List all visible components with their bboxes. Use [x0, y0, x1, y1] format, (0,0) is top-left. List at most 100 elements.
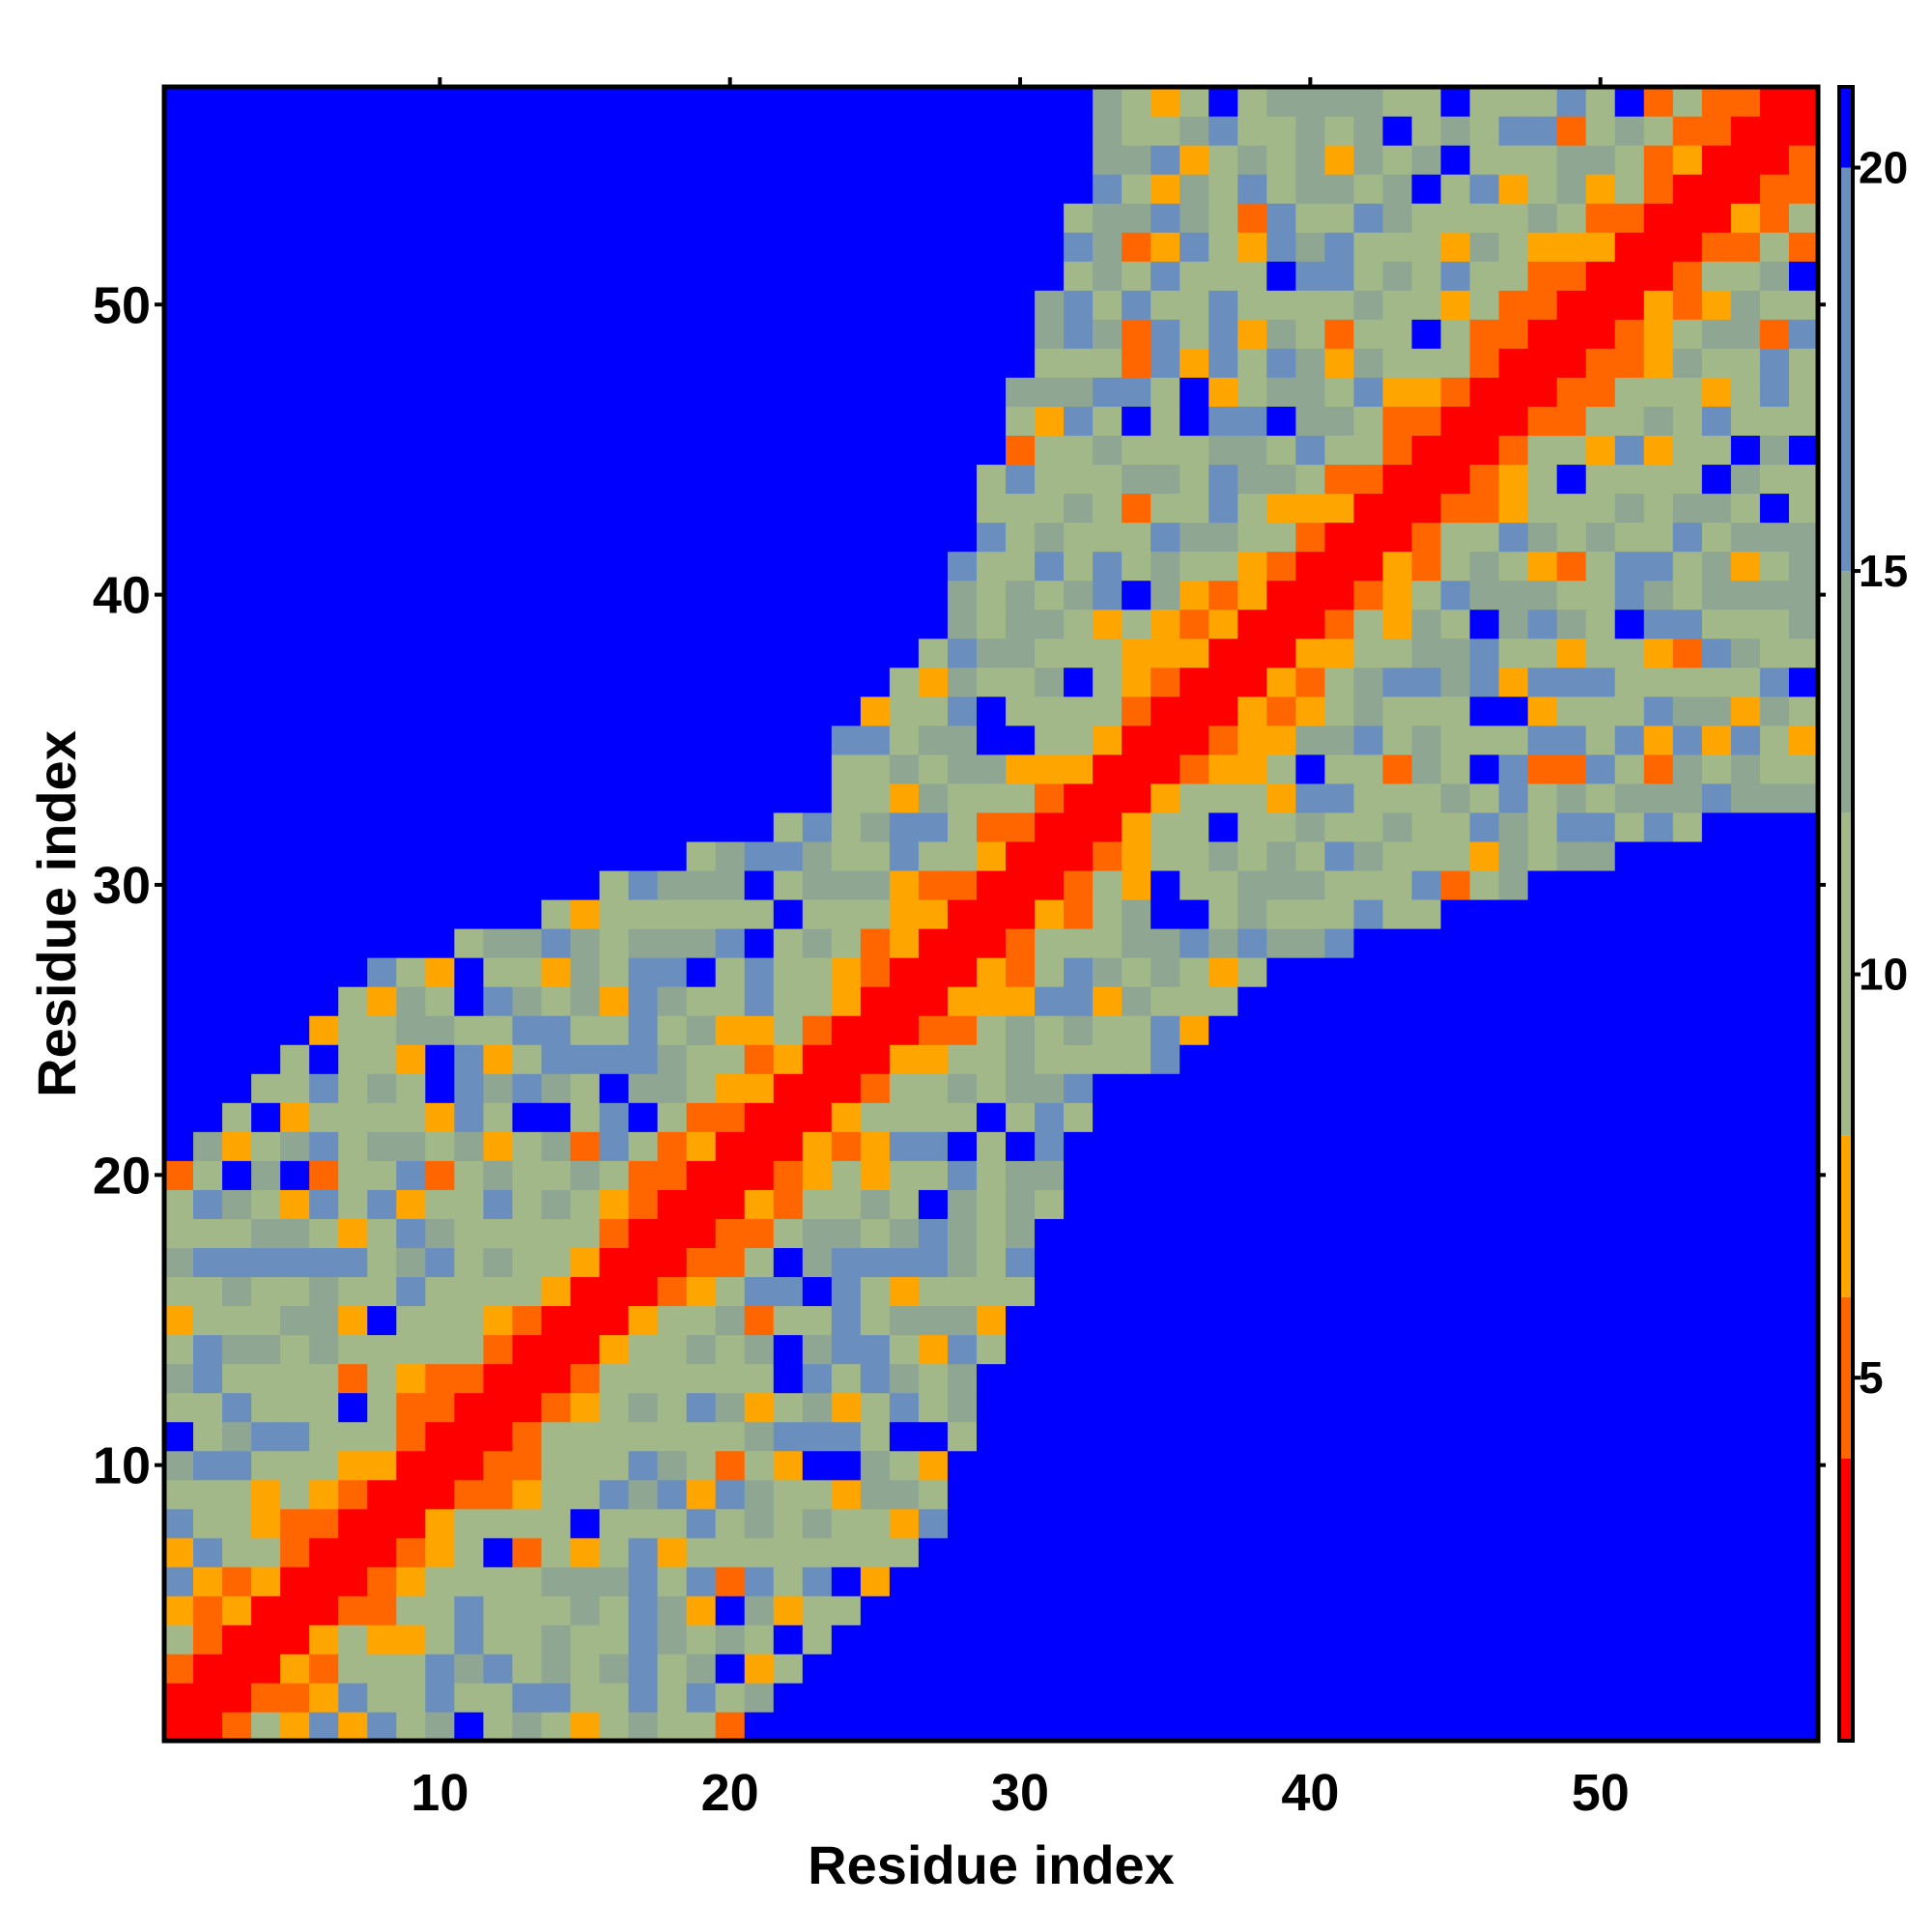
heatmap-cell [1469, 1160, 1500, 1190]
heatmap-cell [1035, 1421, 1065, 1452]
heatmap-cell [1324, 753, 1355, 784]
heatmap-cell [1730, 928, 1761, 958]
heatmap-cell [715, 724, 746, 755]
heatmap-cell [1498, 580, 1529, 611]
heatmap-cell [1151, 1305, 1180, 1336]
heatmap-cell [1585, 1508, 1616, 1539]
heatmap-cell [1730, 869, 1761, 900]
heatmap-cell [1208, 724, 1238, 755]
heatmap-cell [860, 203, 891, 233]
heatmap-cell [889, 348, 920, 378]
heatmap-cell [744, 1624, 775, 1655]
heatmap-cell [1672, 319, 1703, 349]
heatmap-cell [164, 1392, 194, 1423]
heatmap-cell [1788, 957, 1819, 987]
heatmap-cell [1324, 667, 1355, 697]
heatmap-cell [1672, 1015, 1703, 1045]
heatmap-cell [512, 551, 543, 582]
heatmap-cell [1122, 667, 1151, 697]
heatmap-cell [454, 609, 484, 639]
heatmap-cell [976, 1160, 1007, 1190]
heatmap-cell [309, 696, 339, 726]
heatmap-cell [1556, 1015, 1587, 1045]
heatmap-cell [309, 1160, 339, 1190]
heatmap-cell [1237, 724, 1267, 755]
heatmap-cell [483, 1624, 514, 1655]
heatmap-cell [1643, 1189, 1674, 1219]
heatmap-cell [1614, 551, 1645, 582]
heatmap-cell [1208, 1711, 1238, 1742]
heatmap-cell [164, 1102, 194, 1132]
heatmap-cell [831, 667, 862, 697]
heatmap-cell [1382, 1131, 1413, 1161]
heatmap-cell [599, 1015, 630, 1045]
heatmap-cell [483, 1102, 514, 1132]
heatmap-cell [367, 869, 397, 900]
heatmap-cell [193, 782, 223, 813]
heatmap-cell [396, 406, 426, 437]
heatmap-cell [1556, 986, 1587, 1016]
heatmap-cell [1064, 1624, 1094, 1655]
heatmap-cell [1411, 840, 1442, 871]
heatmap-cell [570, 1131, 601, 1161]
heatmap-cell [1614, 1566, 1645, 1597]
heatmap-cell [889, 1711, 920, 1742]
heatmap-cell [1382, 1624, 1413, 1655]
heatmap-cell [1469, 1479, 1500, 1510]
heatmap-cell [309, 116, 339, 146]
heatmap-cell [338, 811, 368, 842]
heatmap-cell [1527, 957, 1558, 987]
heatmap-cell [1064, 782, 1094, 813]
heatmap-cell [628, 464, 659, 495]
heatmap-cell [309, 1131, 339, 1161]
heatmap-cell [222, 957, 252, 987]
heatmap-cell [918, 1682, 949, 1713]
heatmap-cell [1093, 1102, 1122, 1132]
heatmap-cell [367, 1247, 397, 1278]
heatmap-cell [164, 1479, 194, 1510]
heatmap-cell [1324, 1595, 1355, 1626]
heatmap-cell [686, 840, 717, 871]
heatmap-cell [338, 898, 368, 929]
heatmap-cell [1411, 1218, 1442, 1249]
heatmap-cell [686, 580, 717, 611]
heatmap-cell [1527, 1653, 1558, 1684]
heatmap-cell [1179, 1421, 1209, 1452]
heatmap-cell [1556, 87, 1587, 117]
heatmap-cell [338, 435, 368, 466]
heatmap-cell [1151, 1015, 1180, 1045]
heatmap-cell [541, 261, 572, 291]
heatmap-cell [1730, 1624, 1761, 1655]
heatmap-cell [454, 1189, 484, 1219]
heatmap-cell [1122, 1305, 1151, 1336]
heatmap-cell [947, 724, 978, 755]
heatmap-cell [1353, 435, 1384, 466]
heatmap-cell [599, 782, 630, 813]
heatmap-cell [1411, 464, 1442, 495]
heatmap-cell [1701, 203, 1732, 233]
heatmap-cell [1730, 348, 1761, 378]
heatmap-cell [657, 464, 688, 495]
heatmap-cell [1324, 1015, 1355, 1045]
colorbar-tick-label: 10 [1859, 950, 1908, 1000]
heatmap-cell [773, 1334, 804, 1365]
heatmap-cell [1730, 464, 1761, 495]
heatmap-cell [1411, 1363, 1442, 1394]
heatmap-cell [1266, 1624, 1296, 1655]
heatmap-cell [1411, 319, 1442, 349]
heatmap-cell [1585, 1334, 1616, 1365]
heatmap-cell [1006, 87, 1036, 117]
heatmap-cell [918, 1160, 949, 1190]
heatmap-cell [1382, 1479, 1413, 1510]
heatmap-cell [338, 667, 368, 697]
heatmap-cell [715, 869, 746, 900]
heatmap-cell [1440, 1421, 1471, 1452]
heatmap-cell [889, 435, 920, 466]
heatmap-cell [1788, 1450, 1819, 1481]
heatmap-cell [831, 493, 862, 524]
heatmap-cell [1179, 1392, 1209, 1423]
heatmap-cell [1672, 290, 1703, 320]
heatmap-cell [1527, 232, 1558, 262]
heatmap-cell [889, 1682, 920, 1713]
heatmap-cell [396, 869, 426, 900]
